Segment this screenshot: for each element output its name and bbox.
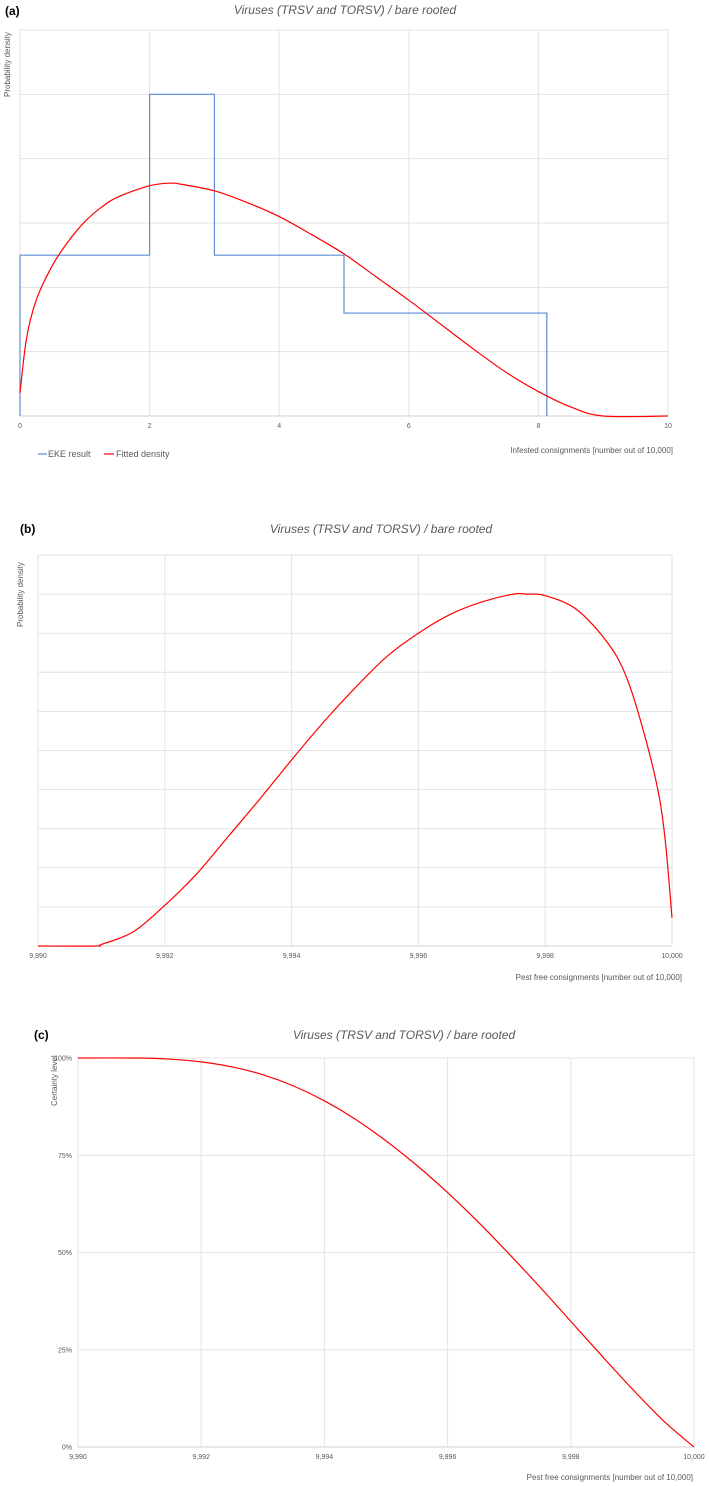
x-tick-label: 9,992 [192,1454,210,1461]
x-tick-labels: 0 2 4 6 8 10 [18,423,672,430]
y-axis-title: Certainty level [50,1055,59,1106]
chart-title: Viruses (TRSV and TORSV) / bare rooted [270,522,493,536]
x-tick-label: 10 [664,423,672,430]
x-tick-label: 9,994 [283,953,301,960]
x-axis-title: Pest free consignments [number out of 10… [516,973,682,982]
panel-label: (b) [20,522,35,536]
x-tick-label: 9,992 [156,953,174,960]
x-tick-label: 9,998 [562,1454,580,1461]
chart-panel-c: (c) Viruses (TRSV and TORSV) / bare root… [34,1028,705,1482]
y-axis-title: Probability density [16,562,25,627]
y-tick-label: 50% [58,1250,72,1257]
y-tick-label: 100% [54,1056,72,1063]
series-step-eke-result [19,93,548,416]
chart-panel-a: (a) Viruses (TRSV and TORSV) / bare root… [3,3,673,459]
legend-label-fitted-density: Fitted density [116,449,170,459]
x-tick-labels: 9,990 9,992 9,994 9,996 9,998 10,000 [29,953,683,960]
x-tick-label: 4 [277,423,281,430]
x-tick-label: 9,996 [439,1454,457,1461]
x-tick-label: 9,998 [536,953,554,960]
x-tick-label: 10,000 [683,1454,705,1461]
x-tick-label: 9,996 [410,953,428,960]
chart-title: Viruses (TRSV and TORSV) / bare rooted [293,1028,516,1042]
series-layer [19,93,669,418]
gridlines [37,554,673,947]
x-tick-label: 6 [407,423,411,430]
x-tick-label: 8 [536,423,540,430]
x-axis-title: Infested consignments [number out of 10,… [510,446,673,455]
x-tick-label: 0 [18,423,22,430]
panel-label: (c) [34,1028,49,1042]
series-line-fitted [19,182,669,418]
series-line-fitted [77,1057,695,1448]
x-axis-title: Pest free consignments [number out of 10… [527,1473,693,1482]
series-line-fitted [37,592,673,947]
x-tick-label: 10,000 [661,953,683,960]
y-tick-label: 75% [58,1153,72,1160]
y-tick-label: 0% [62,1445,72,1452]
gridlines [77,1057,695,1448]
series-layer [37,592,673,947]
legend-label-eke-result: EKE result [48,449,91,459]
x-tick-label: 9,990 [29,953,47,960]
x-tick-label: 2 [148,423,152,430]
panel-label: (a) [5,4,20,18]
x-tick-label: 9,990 [69,1454,87,1461]
chart-panel-b: (b) Viruses (TRSV and TORSV) / bare root… [16,522,683,982]
x-tick-label: 9,994 [316,1454,334,1461]
gridlines [19,29,669,417]
legend: EKE result Fitted density [38,449,170,459]
chart-title: Viruses (TRSV and TORSV) / bare rooted [234,3,457,17]
y-tick-label: 25% [58,1347,72,1354]
tick-labels: 9,990 9,992 9,994 9,996 9,998 10,000 0% 25% 50% 7… [54,1056,705,1462]
y-axis-title: Probability density [3,32,12,97]
series-layer [77,1057,695,1448]
